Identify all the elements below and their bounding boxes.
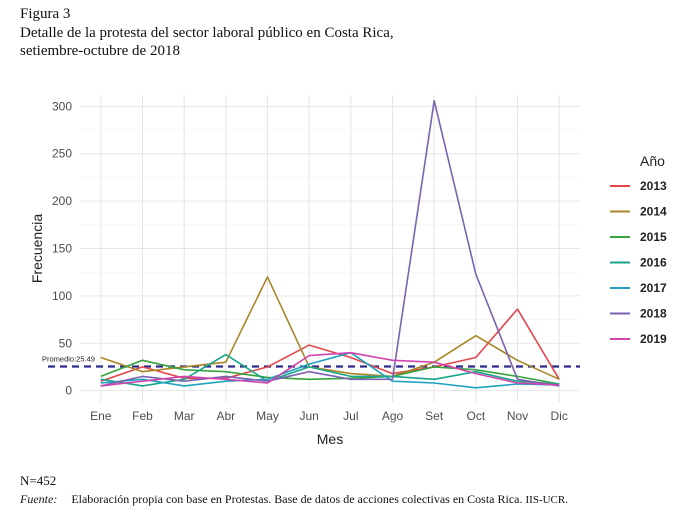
x-tick-label: Oct (466, 409, 485, 423)
series-line-2014 (100, 276, 560, 381)
legend-title: Año (640, 153, 665, 169)
x-tick-label: Feb (132, 409, 153, 423)
line-chart: Promedio:25.49 0 50 100 150 200 250 300 Ene Feb M… (29, 95, 667, 447)
x-tick-label: Jun (299, 409, 318, 423)
x-tick-label: Jul (343, 409, 358, 423)
x-tick-label: Abr (216, 409, 235, 423)
y-tick-label: 200 (52, 194, 72, 208)
average-reference-label: Promedio:25.49 (42, 354, 95, 363)
figure-title-line-1: Detalle de la protesta del sector labora… (20, 25, 394, 41)
x-tick-label: May (256, 409, 279, 423)
series-line-2019 (100, 351, 560, 387)
legend-label-2013: 2013 (640, 179, 667, 193)
legend: Año 2013 2014 2015 2016 2017 2018 2019 (610, 153, 667, 346)
series-line-2018 (100, 99, 560, 387)
x-tick-label: Ene (90, 409, 112, 423)
grid (80, 95, 580, 402)
y-axis-title: Frecuencia (29, 214, 45, 283)
y-tick-label: 250 (52, 147, 72, 161)
legend-label-2016: 2016 (640, 256, 667, 270)
series-line-2015 (100, 359, 560, 385)
y-tick-label: 300 (52, 99, 72, 113)
legend-label-2014: 2014 (640, 205, 667, 219)
y-tick-label: 0 (65, 384, 72, 398)
x-tick-label: Dic (550, 409, 567, 423)
figure-title: Detalle de la protesta del sector labora… (20, 24, 440, 60)
legend-label-2017: 2017 (640, 281, 667, 295)
series-lines (100, 99, 560, 389)
x-tick-label: Nov (507, 409, 528, 423)
reference-line-group: Promedio:25.49 (42, 354, 580, 368)
source-note: Fuente: Elaboración propia con base en Pr… (20, 492, 568, 507)
x-tick-label: Set (425, 409, 444, 423)
x-axis-title: Mes (317, 431, 343, 447)
figure-label: Figura 3 (20, 6, 71, 22)
axes: 0 50 100 150 200 250 300 Ene Feb Mar Abr May Jun Jul A… (29, 99, 568, 447)
x-tick-label: Ago (382, 409, 404, 423)
y-tick-label: 150 (52, 242, 72, 256)
x-tick-label: Mar (174, 409, 195, 423)
y-tick-label: 100 (52, 289, 72, 303)
series-line-2017 (100, 351, 560, 389)
legend-label-2019: 2019 (640, 332, 667, 346)
legend-label-2015: 2015 (640, 230, 667, 244)
y-tick-label: 50 (59, 336, 73, 350)
legend-label-2018: 2018 (640, 307, 667, 321)
source-org: IIS-UCR. (525, 494, 568, 506)
figure-title-line-2: setiembre-octubre de 2018 (20, 43, 180, 59)
source-label: Fuente: (20, 492, 58, 506)
sample-size-note: N=452 (20, 473, 57, 488)
source-text: Elaboración propia con base en Protestas… (71, 492, 523, 506)
